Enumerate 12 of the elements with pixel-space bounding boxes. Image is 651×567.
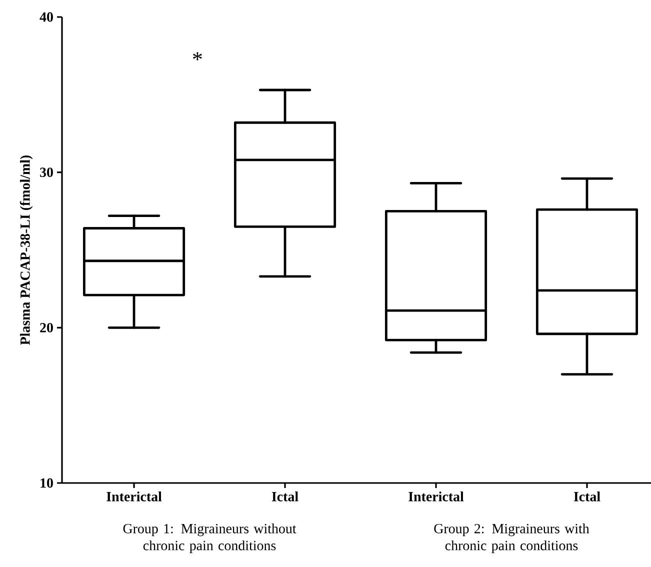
y-axis-title: Plasma PACAP-38-LI (fmol/ml)	[20, 155, 33, 345]
y-tick-label: 40	[40, 12, 53, 22]
y-tick-label: 30	[40, 168, 53, 178]
x-tick-label: Interictal	[106, 492, 162, 502]
text: Group 2: Migraineurs with chronic pain conditions	[434, 524, 590, 554]
text: Group 1: Migraineurs without chronic pain conditions	[123, 524, 296, 554]
x-tick-label: Ictal	[272, 492, 298, 502]
y-tick-label: 20	[40, 322, 53, 332]
y-tick-label: 10	[40, 478, 53, 488]
annotation: *	[193, 52, 202, 60]
x-tick-label: Ictal	[574, 492, 600, 502]
x-tick-label: Interictal	[408, 492, 464, 502]
